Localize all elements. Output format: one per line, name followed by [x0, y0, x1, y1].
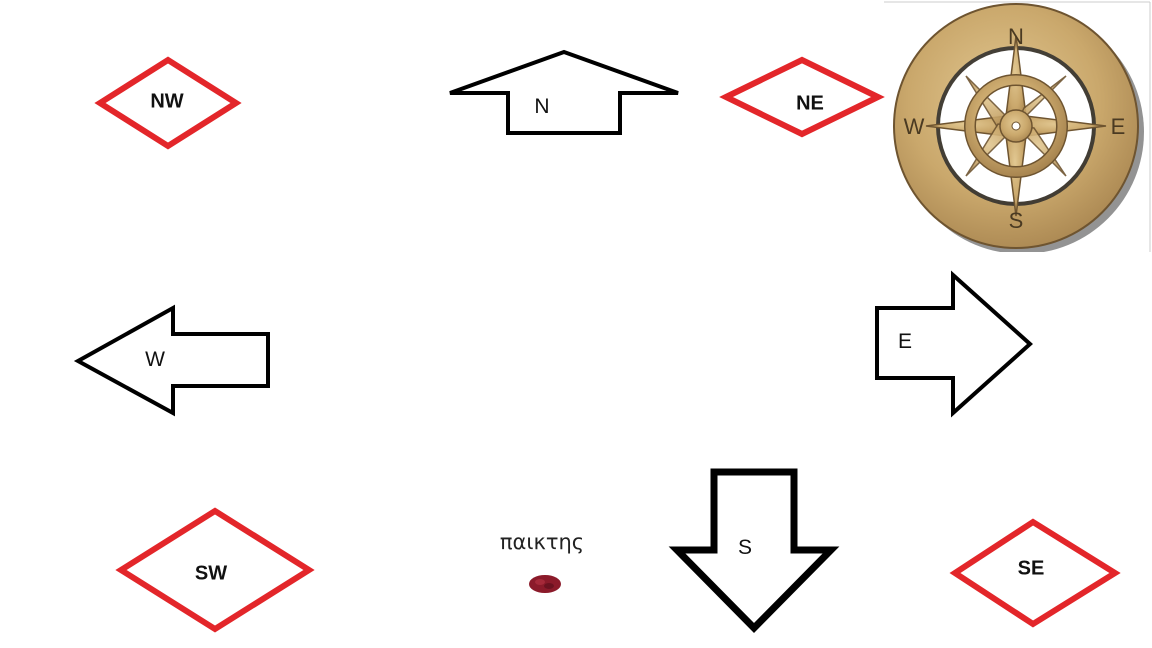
move-east-button[interactable]: E — [875, 270, 1035, 418]
west-label: W — [145, 348, 165, 371]
east-label: E — [897, 330, 913, 353]
move-north-button[interactable]: N — [448, 49, 682, 136]
southeast-label: SE — [1017, 557, 1045, 580]
compass-rose-icon: N S W E — [880, 0, 1152, 254]
compass-s-label: S — [1009, 208, 1024, 233]
move-southeast-button[interactable]: SE — [949, 518, 1121, 628]
arrow-up-icon — [449, 49, 679, 135]
move-southwest-button[interactable]: SW — [115, 506, 316, 634]
northwest-label: NW — [150, 90, 184, 113]
diamond-sw-icon — [115, 507, 315, 633]
diamond-nw-icon — [94, 56, 242, 150]
move-south-button[interactable]: S — [668, 468, 840, 633]
northeast-label: NE — [796, 92, 824, 115]
diamond-se-icon — [949, 518, 1121, 628]
arrow-right-icon — [875, 270, 1033, 418]
player-label: παικτης — [499, 530, 585, 554]
diamond-ne-icon — [719, 56, 885, 138]
compass-e-label: E — [1111, 114, 1126, 139]
move-northeast-button[interactable]: NE — [719, 56, 885, 138]
compass-w-label: W — [904, 114, 925, 139]
player-token-icon[interactable] — [527, 572, 563, 596]
north-label: N — [534, 95, 550, 118]
move-northwest-button[interactable]: NW — [94, 56, 242, 150]
move-west-button[interactable]: W — [73, 304, 273, 417]
arrow-left-icon — [73, 304, 270, 417]
southwest-label: SW — [194, 562, 228, 585]
compass-n-label: N — [1008, 24, 1024, 49]
south-label: S — [737, 536, 753, 559]
arrow-down-icon — [668, 468, 840, 633]
